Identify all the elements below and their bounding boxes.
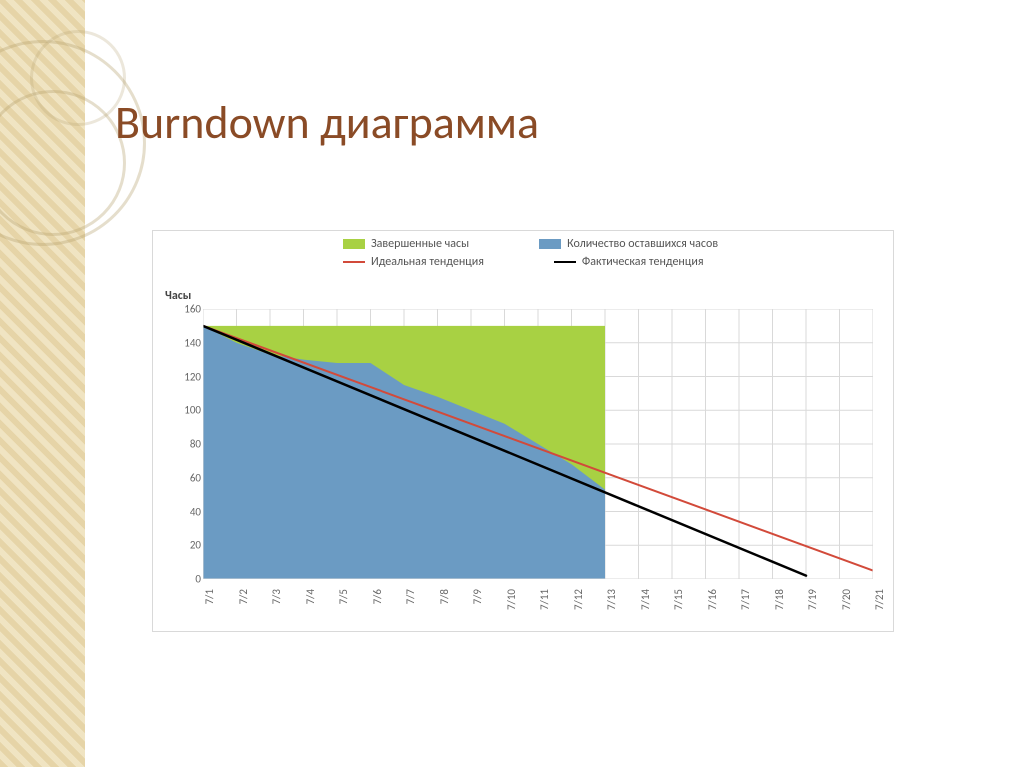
legend-actual: Фактическая тенденция	[554, 255, 704, 269]
x-tick: 7/15	[672, 589, 685, 610]
swatch-ideal	[343, 261, 365, 263]
x-tick: 7/9	[471, 589, 484, 604]
swatch-completed	[343, 239, 365, 249]
x-tick: 7/1	[203, 589, 216, 604]
x-tick: 7/14	[639, 589, 652, 610]
x-tick: 7/19	[806, 589, 819, 610]
slide-title: Burndown диаграмма	[115, 95, 539, 151]
legend-remaining: Количество оставшихся часов	[539, 237, 718, 251]
y-axis-label: Часы	[165, 289, 191, 303]
x-axis-ticks: 7/1 7/2 7/3 7/4 7/5 7/6 7/7 7/8 7/9 7/10 7/11 7/12 7…	[203, 583, 873, 627]
swatch-remaining	[539, 239, 561, 249]
x-tick: 7/10	[505, 589, 518, 610]
x-tick: 7/12	[572, 589, 585, 610]
y-tick: 80	[190, 438, 201, 451]
x-tick: 7/3	[270, 589, 283, 604]
y-tick: 0	[195, 573, 201, 586]
y-tick: 160	[184, 303, 201, 316]
y-tick: 120	[184, 370, 201, 383]
x-tick: 7/8	[438, 589, 451, 604]
legend-actual-label: Фактическая тенденция	[582, 255, 704, 269]
plot-area	[203, 309, 873, 579]
x-tick: 7/6	[371, 589, 384, 604]
x-tick: 7/20	[840, 589, 853, 610]
y-tick: 40	[190, 505, 201, 518]
y-axis-ticks: 020406080100120140160	[173, 309, 201, 579]
x-tick: 7/16	[706, 589, 719, 610]
chart-svg	[203, 309, 873, 579]
legend-completed-label: Завершенные часы	[371, 237, 469, 251]
x-tick: 7/7	[404, 589, 417, 604]
swatch-actual	[554, 261, 576, 263]
y-tick: 100	[184, 404, 201, 417]
legend-remaining-label: Количество оставшихся часов	[567, 237, 718, 251]
x-tick: 7/17	[739, 589, 752, 610]
x-tick: 7/5	[337, 589, 350, 604]
burndown-chart: Завершенные часы Количество оставшихся ч…	[152, 230, 894, 632]
legend-ideal: Идеальная тенденция	[343, 255, 484, 269]
x-tick: 7/4	[304, 589, 317, 604]
x-tick: 7/13	[605, 589, 618, 610]
x-tick: 7/18	[773, 589, 786, 610]
chart-legend: Завершенные часы Количество оставшихся ч…	[343, 237, 883, 281]
y-tick: 60	[190, 471, 201, 484]
legend-completed: Завершенные часы	[343, 237, 469, 251]
y-tick: 140	[184, 336, 201, 349]
legend-ideal-label: Идеальная тенденция	[371, 255, 484, 269]
y-tick: 20	[190, 539, 201, 552]
x-tick: 7/11	[538, 589, 551, 610]
x-tick: 7/21	[873, 589, 886, 610]
x-tick: 7/2	[237, 589, 250, 604]
